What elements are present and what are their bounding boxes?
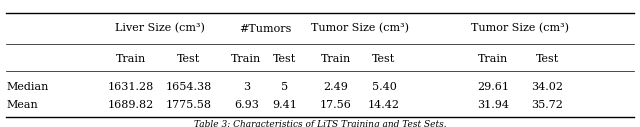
Text: Test: Test	[273, 54, 296, 64]
Text: 9.41: 9.41	[273, 100, 297, 110]
Text: Train: Train	[231, 54, 262, 64]
Text: Mean: Mean	[6, 100, 38, 110]
Text: Tumor Size (cm³): Tumor Size (cm³)	[311, 23, 409, 34]
Text: Table 3: Characteristics of LiTS Training and Test Sets.: Table 3: Characteristics of LiTS Trainin…	[194, 120, 446, 127]
Text: Train: Train	[321, 54, 351, 64]
Text: Test: Test	[536, 54, 559, 64]
Text: Tumor Size (cm³): Tumor Size (cm³)	[471, 23, 569, 34]
Text: 2.49: 2.49	[324, 82, 348, 92]
Text: 29.61: 29.61	[477, 82, 509, 92]
Text: Liver Size (cm³): Liver Size (cm³)	[115, 23, 205, 34]
Text: 14.42: 14.42	[368, 100, 400, 110]
Text: 1631.28: 1631.28	[108, 82, 154, 92]
Text: 31.94: 31.94	[477, 100, 509, 110]
Text: 1654.38: 1654.38	[166, 82, 212, 92]
Text: 5.40: 5.40	[372, 82, 396, 92]
Text: 1689.82: 1689.82	[108, 100, 154, 110]
Text: Test: Test	[372, 54, 396, 64]
Text: 34.02: 34.02	[531, 82, 563, 92]
Text: 1775.58: 1775.58	[166, 100, 212, 110]
Text: 6.93: 6.93	[234, 100, 259, 110]
Text: Train: Train	[116, 54, 147, 64]
Text: Median: Median	[6, 82, 49, 92]
Text: 35.72: 35.72	[531, 100, 563, 110]
Text: Train: Train	[477, 54, 508, 64]
Text: 17.56: 17.56	[320, 100, 352, 110]
Text: 3: 3	[243, 82, 250, 92]
Text: #Tumors: #Tumors	[239, 24, 292, 34]
Text: 5: 5	[281, 82, 289, 92]
Text: Test: Test	[177, 54, 200, 64]
